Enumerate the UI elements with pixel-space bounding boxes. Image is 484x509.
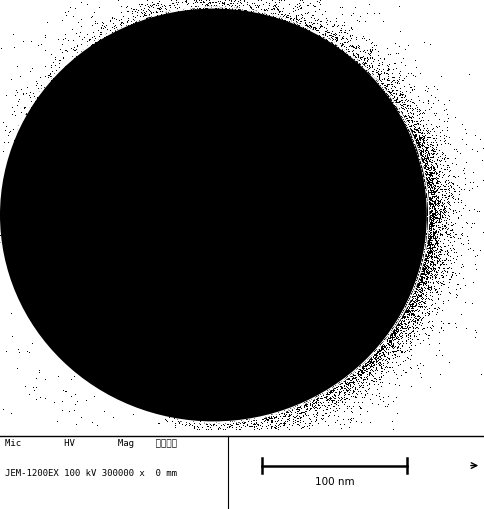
Text: 100 nm: 100 nm bbox=[314, 477, 354, 488]
Text: JEM-1200EX 100 kV 300000 x  0 mm: JEM-1200EX 100 kV 300000 x 0 mm bbox=[5, 469, 177, 478]
Text: Mic        HV        Mag    相机长度: Mic HV Mag 相机长度 bbox=[5, 439, 177, 448]
Ellipse shape bbox=[0, 9, 426, 421]
